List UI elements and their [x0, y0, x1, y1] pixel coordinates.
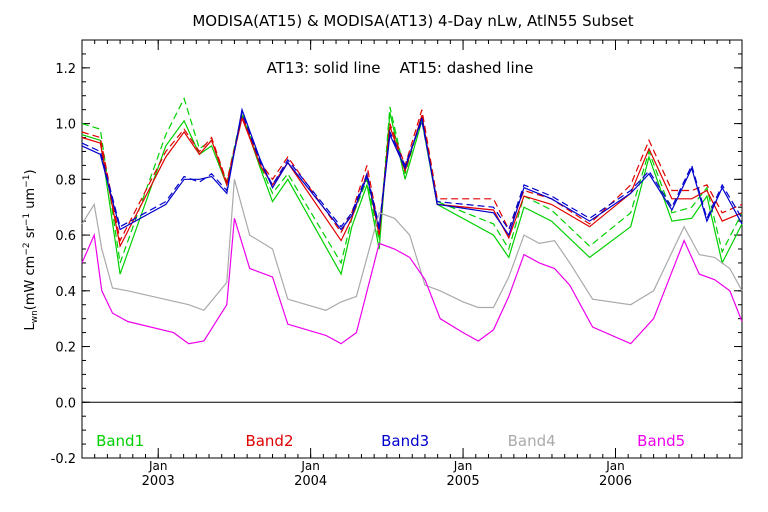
x-tick-month: Jan: [300, 459, 320, 473]
band-label: Band1: [96, 432, 144, 450]
x-tick-month: Jan: [605, 459, 625, 473]
y-tick-label: 0.8: [55, 173, 76, 188]
x-tick-year: 2004: [294, 474, 327, 489]
y-tick-label: 1.2: [55, 62, 76, 77]
band-label: Band4: [508, 432, 556, 450]
series-line-band3-dashed: [81, 110, 743, 231]
y-tick-label: -0.2: [51, 452, 76, 467]
y-axis: -0.2 0.0 0.2 0.4 0.6 0.8 1.0 1.2: [51, 39, 742, 467]
y-tick-label: 0.4: [55, 285, 76, 300]
series-line-band4-solid: [81, 179, 743, 312]
x-tick-month: Jan: [453, 459, 473, 473]
series-line-band5-solid: [81, 218, 743, 345]
x-tick-year: 2003: [142, 474, 175, 489]
band-label: Band2: [245, 432, 293, 450]
x-tick-month: Jan: [148, 459, 168, 473]
band-labels: Band1 Band2 Band3 Band4 Band5: [96, 432, 685, 450]
band-label: Band3: [381, 432, 429, 450]
y-tick-label: 0.0: [55, 396, 76, 411]
y-tick-label: 1.0: [55, 118, 76, 133]
y-tick-label: 0.2: [55, 341, 76, 356]
y-axis-label: Lwn(mW cm−2 sr−1 um−1): [22, 169, 40, 330]
x-tick-year: 2005: [447, 474, 480, 489]
series-group: [81, 96, 743, 345]
x-tick-year: 2006: [599, 474, 632, 489]
chart-title: MODISA(AT15) & MODISA(AT13) 4-Day nLw, A…: [192, 12, 633, 30]
y-tick-label: 0.6: [55, 229, 76, 244]
line-style-annotation: AT13: solid line AT15: dashed line: [267, 59, 534, 77]
band-label: Band5: [637, 432, 685, 450]
